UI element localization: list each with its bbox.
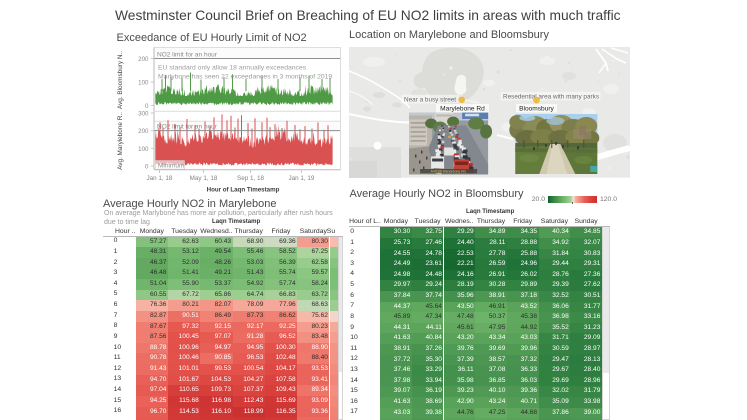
svg-text:100: 100 <box>138 146 149 153</box>
svg-text:200: 200 <box>138 56 149 63</box>
svg-text:Marylebone Rd: Marylebone Rd <box>440 106 485 113</box>
svg-text:A40 (d) Marylebone Rd: A40 (d) Marylebone Rd <box>430 170 465 174</box>
svg-text:Marlybone has seen 22 exceedan: Marlybone has seen 22 exceedances in 3 m… <box>158 74 332 81</box>
svg-text:0: 0 <box>145 164 149 171</box>
svg-text:Bloomsbury: Bloomsbury <box>519 106 554 113</box>
svg-text:300: 300 <box>138 111 149 118</box>
svg-text:NO2 limit for an hour: NO2 limit for an hour <box>157 51 218 58</box>
svg-text:Hour of Laqn Timestamp: Hour of Laqn Timestamp <box>207 186 280 193</box>
svg-text:Avg. Marylebone R..: Avg. Marylebone R.. <box>117 112 124 170</box>
svg-text:Minimum: Minimum <box>158 162 184 169</box>
svg-text:Jan 1, 19: Jan 1, 19 <box>288 175 314 182</box>
svg-text:EU standard only allow 18 annu: EU standard only allow 18 annually excee… <box>158 65 307 72</box>
svg-text:Resedential area with many par: Resedential area with many parks <box>502 94 598 101</box>
svg-text:Jan 1, 18: Jan 1, 18 <box>147 175 173 182</box>
svg-text:0: 0 <box>145 103 149 110</box>
svg-text:100: 100 <box>138 80 149 87</box>
svg-text:Near a busy street: Near a busy street <box>404 97 456 104</box>
svg-text:Sep 1, 18: Sep 1, 18 <box>237 175 264 182</box>
svg-text:May 1, 18: May 1, 18 <box>190 175 218 182</box>
svg-text:Avg. Bloomsbury N..: Avg. Bloomsbury N.. <box>117 51 124 109</box>
svg-text:200: 200 <box>138 128 149 135</box>
